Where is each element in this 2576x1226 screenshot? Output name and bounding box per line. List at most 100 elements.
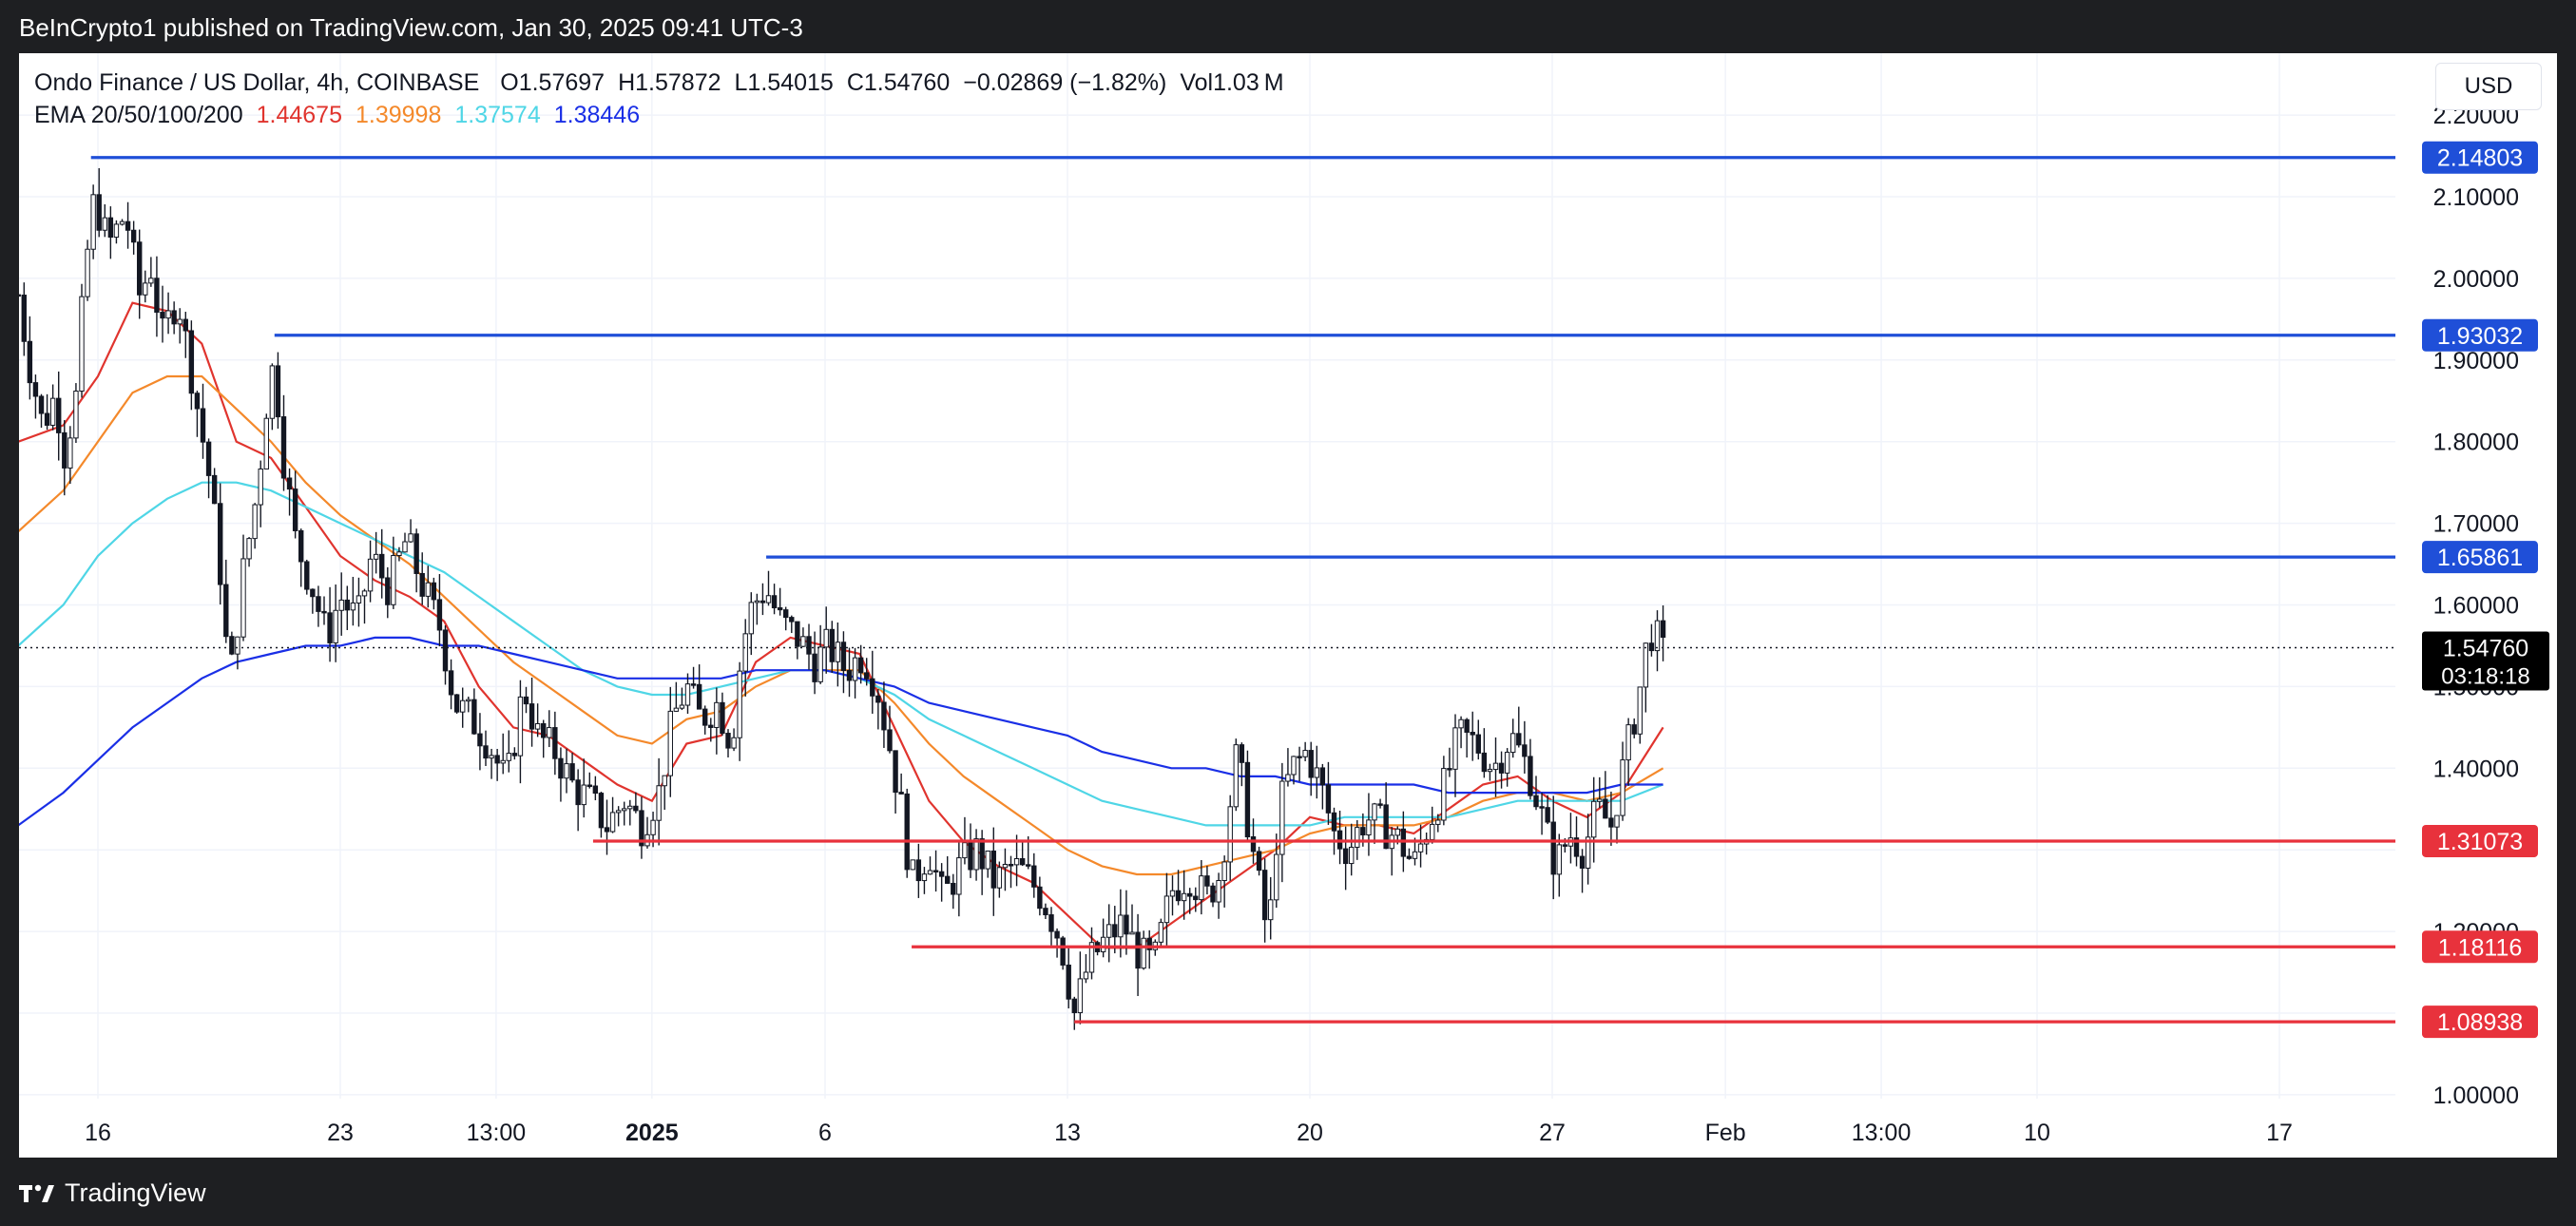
- y-tick-label: 1.00000: [2433, 1082, 2519, 1109]
- candle-body: [263, 417, 269, 469]
- ema100-value: 1.37574: [454, 102, 541, 128]
- candle-body: [1528, 756, 1533, 796]
- ema-label[interactable]: EMA 20/50/100/200: [34, 102, 243, 128]
- candle-body: [1274, 853, 1279, 901]
- candle-body: [951, 882, 956, 895]
- candle-body: [1510, 733, 1516, 754]
- candle-body: [223, 584, 229, 638]
- candle-body: [541, 722, 547, 738]
- ema200-value: 1.38446: [553, 102, 641, 128]
- candle-body: [840, 642, 847, 671]
- candle-body: [235, 636, 240, 655]
- candle-body: [113, 223, 120, 239]
- candle-body: [985, 850, 990, 870]
- candle-body: [523, 696, 529, 705]
- candle-body: [1660, 620, 1666, 638]
- tradingview-brand[interactable]: TradingView: [19, 1178, 206, 1208]
- resistance-level-label-bg: [2422, 318, 2538, 352]
- candle-body: [673, 707, 680, 712]
- candle-body: [1302, 750, 1308, 757]
- candle-body: [622, 808, 627, 812]
- candle-body: [765, 595, 772, 603]
- candle-body: [898, 792, 904, 795]
- y-tick-label: 2.10000: [2433, 184, 2519, 211]
- candle-body: [725, 733, 731, 749]
- x-tick-label: 16: [85, 1120, 111, 1146]
- candle-body: [62, 431, 67, 469]
- symbol-title[interactable]: Ondo Finance / US Dollar, 4h, COINBASE: [34, 69, 480, 96]
- candle-body: [1475, 734, 1481, 754]
- candle-body: [194, 393, 201, 410]
- candle-body: [1458, 718, 1464, 729]
- candle-body: [1430, 823, 1435, 840]
- candle-body: [379, 553, 385, 579]
- candle-body: [1106, 924, 1112, 938]
- candle-body: [49, 397, 56, 426]
- candle-body: [477, 733, 483, 747]
- candle-body: [1268, 899, 1274, 921]
- candle-body: [1013, 857, 1020, 866]
- candle-body: [460, 699, 466, 713]
- candle-body: [1239, 744, 1245, 763]
- price-chart[interactable]: 1.000001.200001.400001.500001.600001.700…: [19, 53, 2557, 1158]
- low-value: L1.54015: [734, 69, 834, 96]
- candle-body: [795, 621, 800, 647]
- candle-body: [1083, 971, 1089, 980]
- candle-body: [1360, 827, 1366, 835]
- candle-body: [996, 867, 1003, 889]
- candle-body: [148, 278, 154, 284]
- x-tick-label: 23: [327, 1120, 354, 1146]
- candle-body: [292, 488, 298, 531]
- candle-body: [1539, 806, 1545, 809]
- candle-body: [1372, 803, 1377, 821]
- candle-body: [205, 441, 212, 476]
- support-level-label: 1.08938: [2437, 1009, 2523, 1036]
- candle-body: [1031, 865, 1037, 888]
- candle-body: [1331, 812, 1337, 832]
- candle-body: [870, 678, 875, 697]
- candle-body: [777, 607, 783, 611]
- candle-body: [633, 805, 639, 812]
- candle-body: [737, 670, 742, 738]
- y-tick-label: 1.60000: [2433, 593, 2519, 620]
- candle-body: [1441, 768, 1447, 821]
- candle-body: [391, 555, 396, 605]
- candle-body: [1614, 814, 1620, 828]
- candle-body: [402, 541, 408, 553]
- candle-body: [1250, 836, 1257, 852]
- candle-body: [1285, 774, 1291, 782]
- y-tick-label: 1.80000: [2433, 430, 2519, 456]
- y-tick-label: 1.40000: [2433, 756, 2519, 782]
- candle-body: [107, 217, 114, 239]
- candle-body: [956, 857, 962, 895]
- candle-body: [1060, 937, 1066, 966]
- candle-body: [1141, 937, 1146, 969]
- candle-body: [361, 590, 368, 597]
- candle-body: [829, 628, 835, 662]
- candle-body: [1470, 731, 1475, 736]
- chart-panel[interactable]: 1.000001.200001.400001.500001.600001.700…: [19, 53, 2557, 1158]
- ema-row: EMA 20/50/100/200 1.44675 1.39998 1.3757…: [34, 99, 1284, 131]
- candle-body: [240, 558, 246, 638]
- candle-body: [945, 875, 951, 884]
- candle-body: [1377, 803, 1383, 806]
- resistance-level-label-bg: [2422, 141, 2538, 174]
- high-value: H1.57872: [618, 69, 721, 96]
- x-tick-label: 13:00: [467, 1120, 527, 1146]
- publisher-bar: BeInCrypto1 published on TradingView.com…: [0, 0, 2576, 53]
- x-tick-label: 27: [1539, 1120, 1566, 1146]
- candle-body: [1204, 875, 1210, 887]
- candle-body: [731, 737, 737, 749]
- candle-body: [1008, 864, 1014, 867]
- candle-body: [1199, 875, 1204, 901]
- candle-body: [1516, 733, 1522, 746]
- candle-body: [771, 595, 778, 609]
- candle-body: [413, 533, 419, 574]
- candle-body: [817, 646, 823, 682]
- candle-body: [1533, 795, 1539, 808]
- bar-countdown-label: 03:18:18: [2441, 664, 2529, 690]
- candle-body: [823, 628, 829, 648]
- x-tick-label: 20: [1297, 1120, 1323, 1146]
- currency-button[interactable]: USD: [2435, 63, 2542, 110]
- candle-body: [286, 477, 293, 490]
